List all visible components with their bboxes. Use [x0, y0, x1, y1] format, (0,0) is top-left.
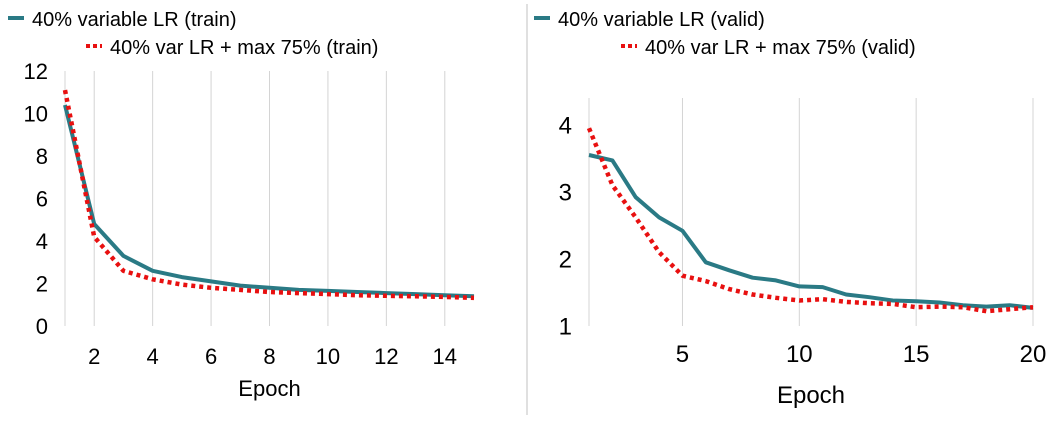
chart-1-x-tick-label-1: 4	[147, 344, 159, 369]
chart-2-y-tick-label-0: 1	[559, 314, 572, 341]
chart-2-y-tick-label-3: 4	[559, 112, 572, 139]
chart-2-series-2-line	[586, 127, 1034, 314]
chart-2-x-axis-label: Epoch	[777, 382, 845, 409]
chart-1-y-tick-label-2: 4	[36, 229, 48, 254]
chart-1-x-tick-label-2: 6	[205, 344, 217, 369]
chart-1-x-tick-label-0: 2	[88, 344, 100, 369]
chart-1-y-tick-label-5: 10	[24, 101, 48, 126]
chart-1-x-tick-label-6: 14	[433, 344, 457, 369]
chart-2-x-tick-label-0: 5	[676, 341, 689, 368]
chart-1-x-tick-label-5: 12	[374, 344, 398, 369]
chart-1-series-1-line	[63, 104, 475, 299]
chart-1-legend-label-2: 40% var LR + max 75% (train)	[110, 37, 378, 59]
chart-1-legend-label-1: 40% variable LR (train)	[32, 9, 237, 31]
chart-2-legend-label-1: 40% variable LR (valid)	[558, 9, 765, 31]
chart-2-x-tick-label-3: 20	[1020, 341, 1047, 368]
chart-2-legend-label-2: 40% var LR + max 75% (valid)	[645, 37, 916, 59]
chart-1-x-axis-label: Epoch	[238, 376, 300, 401]
chart-1-x-tick-label-3: 8	[263, 344, 275, 369]
chart-2-x-tick-label-1: 10	[786, 341, 813, 368]
chart-1-y-tick-label-3: 6	[36, 186, 48, 211]
chart-1-y-tick-label-4: 8	[36, 144, 48, 169]
chart-1-y-tick-label-1: 2	[36, 271, 48, 296]
chart-2-x-tick-label-2: 15	[903, 341, 930, 368]
chart-2-y-tick-label-2: 3	[559, 180, 572, 207]
chart-1-y-tick-label-6: 12	[24, 59, 48, 84]
chart-1-y-tick-label-0: 0	[36, 314, 48, 339]
chart-1-x-tick-label-4: 10	[316, 344, 340, 369]
chart-2-y-tick-label-1: 2	[559, 247, 572, 274]
chart-2-series-1-line	[588, 153, 1034, 310]
